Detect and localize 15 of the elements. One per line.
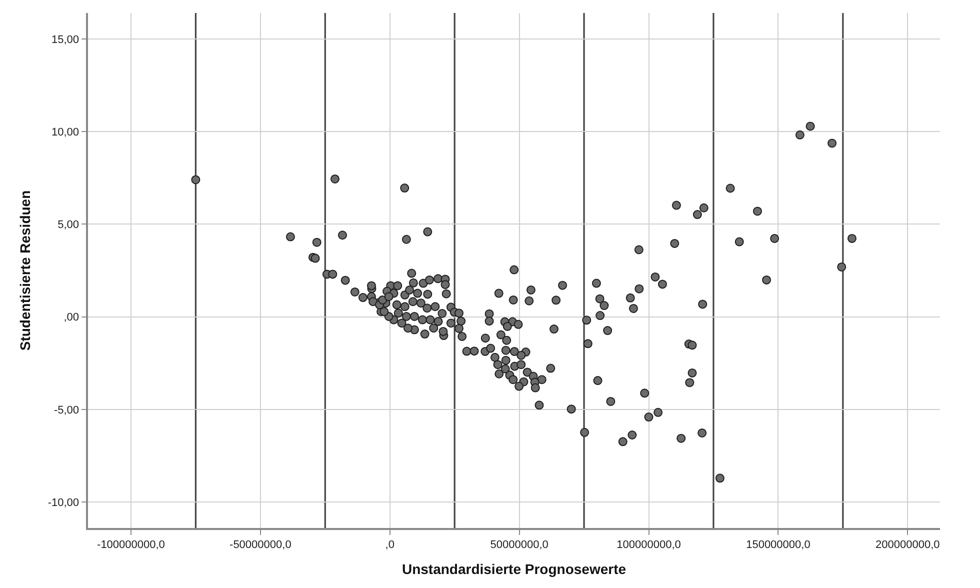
y-tick-label: 10,00	[52, 126, 80, 138]
x-tick-label: 100000000,0	[616, 538, 681, 551]
x-tick-label: 50000000,0	[490, 538, 548, 551]
y-tick-label: 5,00	[58, 219, 80, 232]
y-tick-label: -5,00	[54, 404, 80, 416]
y-tick-label: 15,00	[52, 34, 80, 46]
y-tick-label: -10,00	[48, 496, 80, 509]
y-tick-label: ,00	[64, 312, 80, 324]
x-tick-label: 150000000,0	[746, 538, 810, 551]
x-axis-title: Unstandardisierte Prognosewerte	[402, 560, 626, 577]
x-tick-label: 200000000,0	[876, 538, 940, 551]
x-tick-label: ,0	[385, 538, 394, 551]
x-tick-label: -50000000,0	[230, 538, 292, 551]
x-tick-label: -100000000,0	[97, 538, 165, 551]
y-axis-title: Studentisierte Residuen	[16, 190, 33, 351]
